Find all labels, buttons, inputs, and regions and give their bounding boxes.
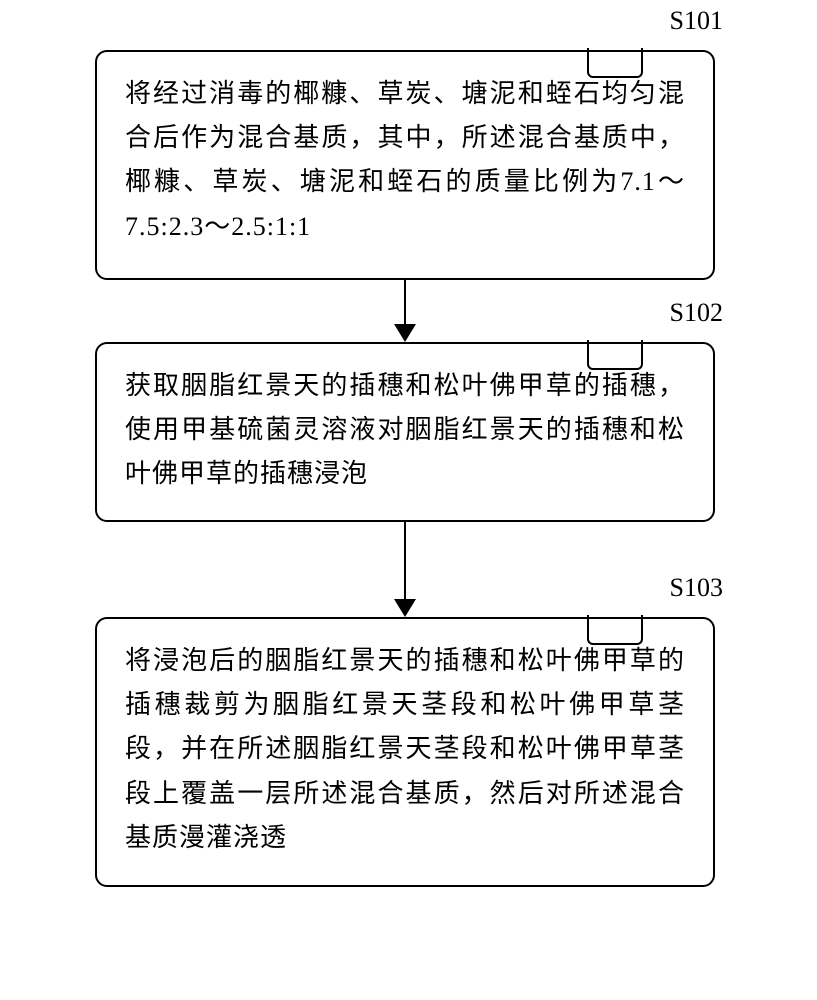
arrow-head-2 [394, 599, 416, 617]
step-label-2: S102 [670, 298, 723, 328]
step-text-3: 将浸泡后的胭脂红景天的插穗和松叶佛甲草的插穗裁剪为胭脂红景天茎段和松叶佛甲草茎段… [125, 639, 685, 860]
arrow-line-1 [404, 280, 406, 325]
step-label-3: S103 [670, 573, 723, 603]
connector-1 [95, 280, 715, 342]
step-text-1: 将经过消毒的椰糠、草炭、塘泥和蛭石均匀混合后作为混合基质，其中，所述混合基质中，… [125, 72, 685, 249]
flowchart-step-1: S101 将经过消毒的椰糠、草炭、塘泥和蛭石均匀混合后作为混合基质，其中，所述混… [95, 50, 715, 280]
arrow-line-2 [404, 522, 406, 600]
connector-2 [95, 522, 715, 617]
label-bracket-2 [587, 340, 643, 370]
flowchart-step-2: S102 获取胭脂红景天的插穗和松叶佛甲草的插穗，使用甲基硫菌灵溶液对胭脂红景天… [95, 342, 715, 522]
label-bracket-1 [587, 48, 643, 78]
flowchart-step-3: S103 将浸泡后的胭脂红景天的插穗和松叶佛甲草的插穗裁剪为胭脂红景天茎段和松叶… [95, 617, 715, 887]
flowchart-container: S101 将经过消毒的椰糠、草炭、塘泥和蛭石均匀混合后作为混合基质，其中，所述混… [95, 50, 715, 887]
step-text-2: 获取胭脂红景天的插穗和松叶佛甲草的插穗，使用甲基硫菌灵溶液对胭脂红景天的插穗和松… [125, 364, 685, 497]
step-label-1: S101 [670, 6, 723, 36]
arrow-head-1 [394, 324, 416, 342]
label-bracket-3 [587, 615, 643, 645]
